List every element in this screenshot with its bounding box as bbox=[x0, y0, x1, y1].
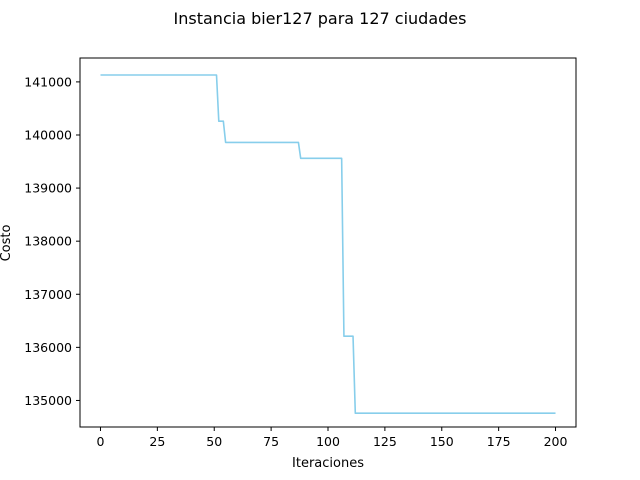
x-tick-label: 75 bbox=[263, 434, 279, 449]
series-line-0 bbox=[100, 74, 556, 415]
y-tick-label: 135000 bbox=[24, 393, 72, 408]
x-tick-label: 150 bbox=[430, 434, 454, 449]
y-tick-label: 139000 bbox=[24, 181, 72, 196]
x-axis-label: Iteraciones bbox=[292, 456, 364, 471]
x-tick-label: 100 bbox=[316, 434, 340, 449]
x-tick-label: 25 bbox=[149, 434, 165, 449]
y-tick-label: 138000 bbox=[24, 234, 72, 249]
x-tick-label: 125 bbox=[373, 434, 397, 449]
x-tick-label: 200 bbox=[544, 434, 568, 449]
y-tick-label: 140000 bbox=[24, 127, 72, 142]
x-tick-label: 175 bbox=[487, 434, 511, 449]
x-axis: 0 25 50 75 100 125 150 175 200 bbox=[97, 427, 568, 449]
chart-title: Instancia bier127 para 127 ciudades bbox=[174, 9, 467, 28]
y-tick-label: 137000 bbox=[24, 287, 72, 302]
y-axis-label: Costo bbox=[0, 225, 14, 262]
y-tick-label: 141000 bbox=[24, 74, 72, 89]
y-tick-label: 136000 bbox=[24, 340, 72, 355]
plot-frame bbox=[79, 57, 577, 428]
x-tick-label: 0 bbox=[97, 434, 105, 449]
plot-area bbox=[100, 74, 556, 415]
x-tick-label: 50 bbox=[206, 434, 222, 449]
y-axis: 135000 136000 137000 138000 139000 140000 1410… bbox=[24, 74, 80, 408]
